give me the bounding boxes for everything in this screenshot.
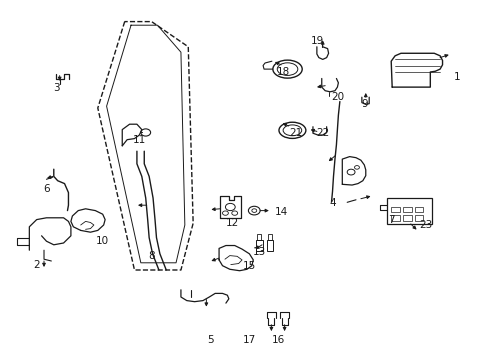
- Bar: [402, 215, 411, 221]
- Text: 15: 15: [242, 261, 256, 271]
- Text: 18: 18: [276, 67, 290, 77]
- Bar: [390, 207, 399, 212]
- Bar: [402, 207, 411, 212]
- Bar: [266, 240, 273, 251]
- Text: 23: 23: [418, 220, 431, 230]
- Text: 16: 16: [271, 335, 285, 345]
- Bar: [255, 240, 262, 251]
- Text: 22: 22: [315, 128, 329, 138]
- Text: 10: 10: [96, 236, 109, 246]
- Text: 6: 6: [43, 184, 50, 194]
- Bar: [414, 207, 423, 212]
- Text: 3: 3: [53, 83, 60, 93]
- Bar: [257, 234, 261, 240]
- Bar: [390, 215, 399, 221]
- Text: 8: 8: [148, 251, 155, 261]
- Text: 20: 20: [330, 92, 343, 102]
- Text: 12: 12: [225, 218, 239, 228]
- Bar: [414, 215, 423, 221]
- Text: 19: 19: [310, 36, 324, 46]
- Text: 2: 2: [33, 260, 40, 270]
- Text: 21: 21: [288, 128, 302, 138]
- Text: 4: 4: [328, 198, 335, 208]
- Text: 11: 11: [132, 135, 146, 145]
- Text: 14: 14: [274, 207, 287, 217]
- Bar: [267, 234, 271, 240]
- Text: 17: 17: [242, 335, 256, 345]
- Text: 1: 1: [453, 72, 460, 82]
- Bar: [386, 198, 431, 224]
- Text: 9: 9: [360, 99, 367, 109]
- Text: 5: 5: [206, 335, 213, 345]
- Text: 7: 7: [387, 215, 394, 225]
- Text: 13: 13: [252, 247, 265, 257]
